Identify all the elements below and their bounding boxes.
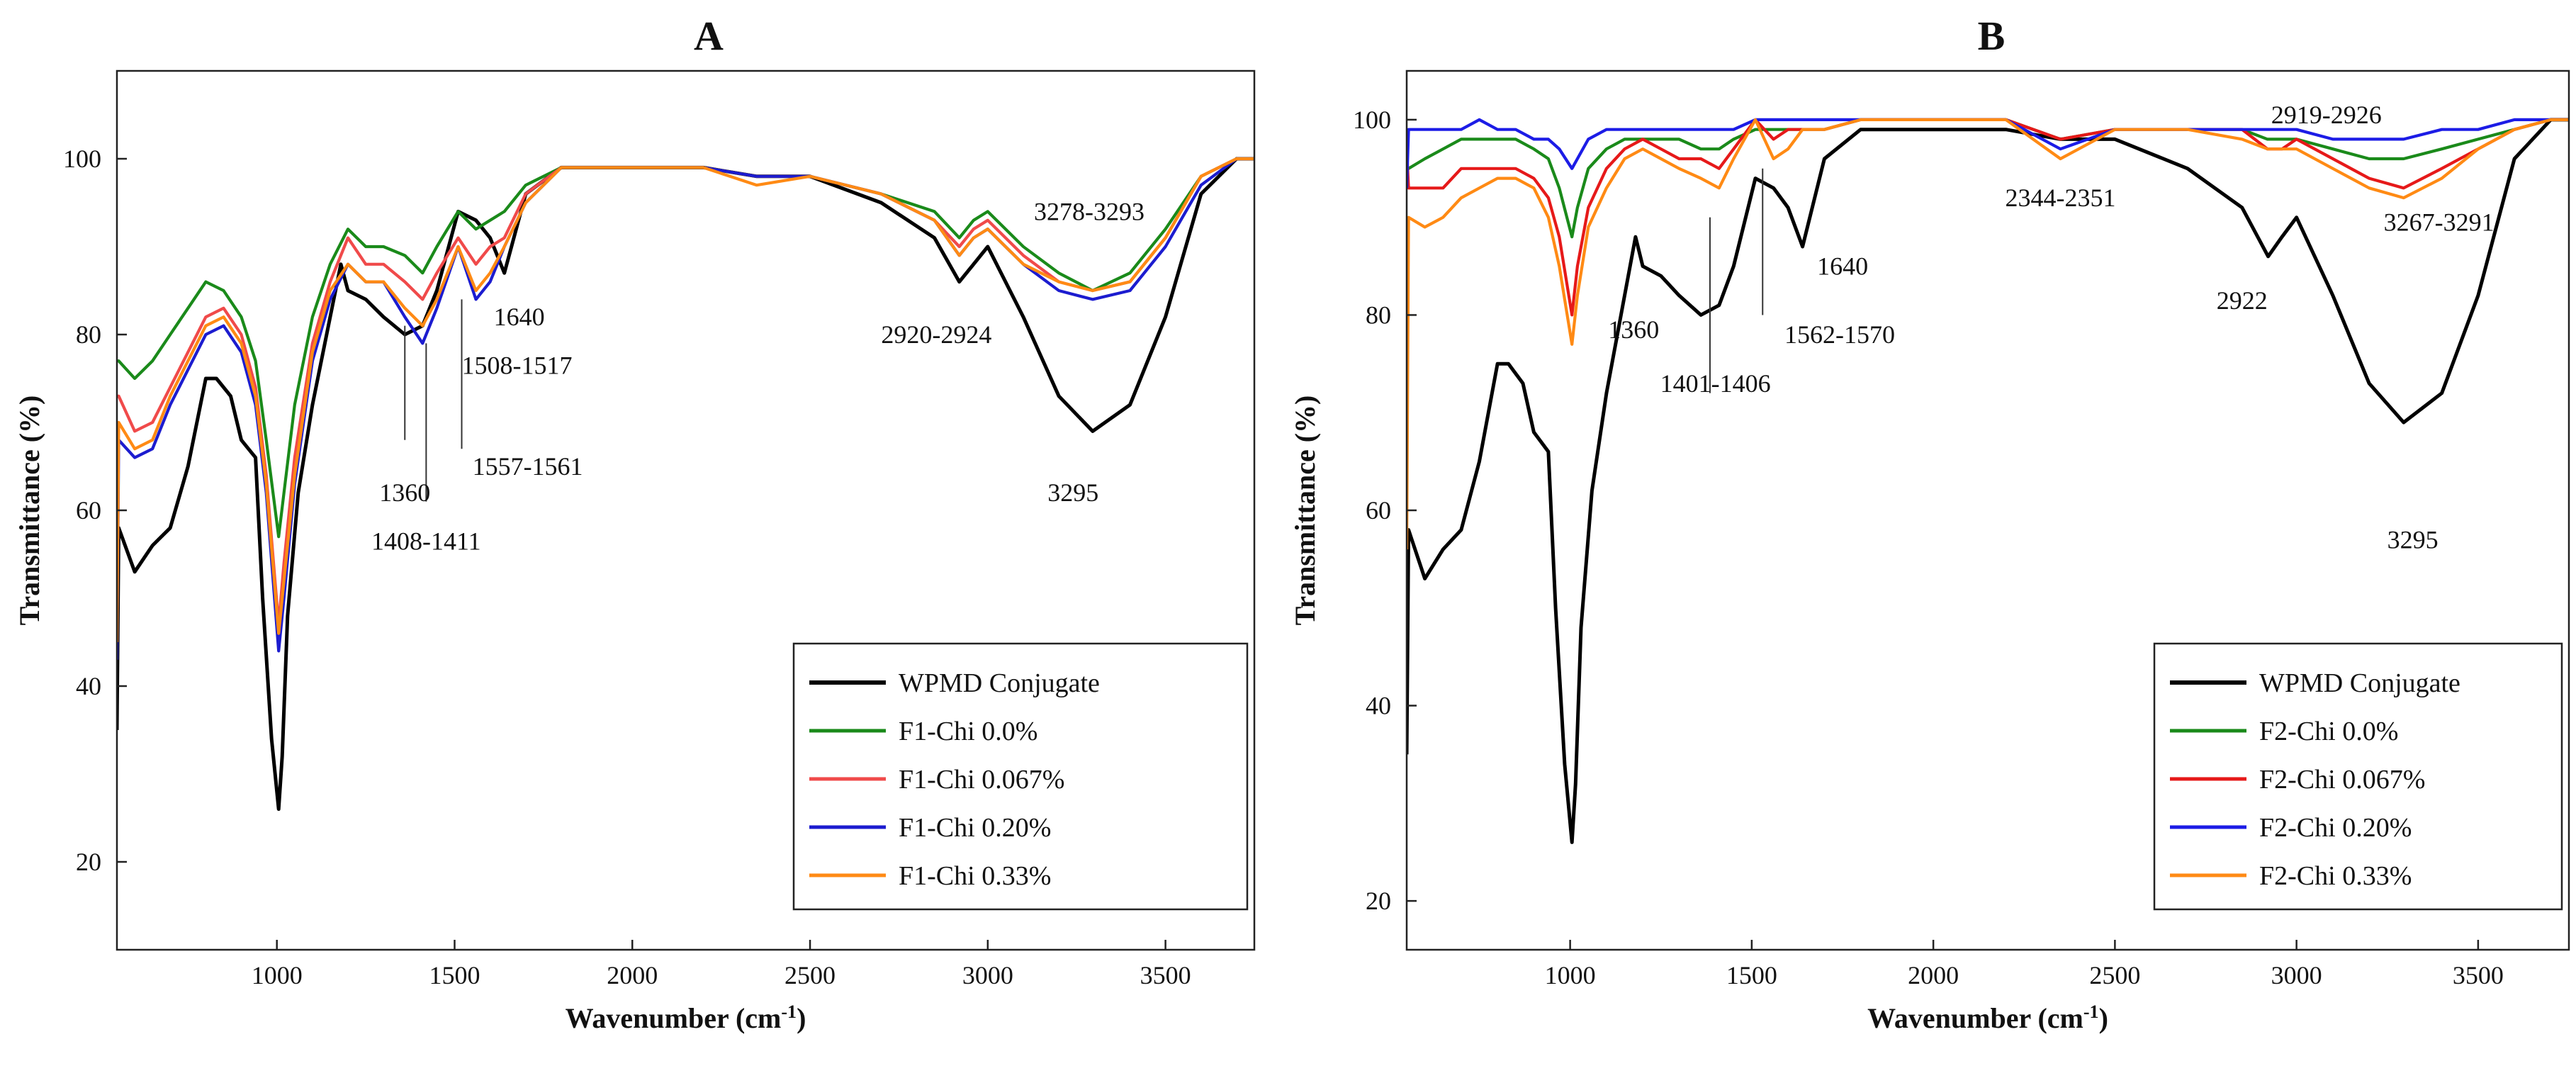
peak-annotation: 2920-2924 [881, 320, 991, 349]
series-line-2 [117, 157, 1254, 627]
peak-annotation: 1408-1411 [371, 527, 481, 555]
series-line-1 [117, 157, 1254, 539]
legend-entry: WPMD Conjugate [899, 668, 1100, 698]
peak-annotation: 3295 [2387, 525, 2439, 554]
peak-annotation: 1562-1570 [1784, 320, 1895, 349]
y-tick-label: 60 [76, 496, 101, 524]
chart-panel-b: B 1000 1500 2000 2500 3000 3500 20 40 60 80 100 Wave… [1289, 13, 2570, 1035]
x-tick-label: 1500 [429, 961, 480, 989]
x-axis-title: Wavenumber (cm-1) [566, 1001, 806, 1035]
legend-entry: F1-Chi 0.067% [899, 765, 1064, 795]
legend-entry: F2-Chi 0.0% [2259, 717, 2398, 746]
legend-box [2153, 642, 2563, 911]
legend-entry: F1-Chi 0.33% [899, 861, 1051, 891]
y-axis-title: Transmittance (%) [1289, 395, 1321, 626]
y-tick-label: 20 [76, 848, 101, 876]
peak-annotation: 1640 [494, 303, 545, 331]
peak-annotation: 3267-3291 [2384, 208, 2495, 237]
peak-annotation: 1360 [1608, 315, 1659, 344]
panel-label: B [1978, 13, 2006, 59]
series-group [1407, 118, 2569, 844]
x-axis-title: Wavenumber (cm-1) [1867, 1001, 2108, 1035]
y-tick-label: 60 [1366, 496, 1391, 524]
series-line-0 [1407, 118, 2569, 844]
y-tick-label: 80 [76, 320, 101, 349]
y-tick-label: 100 [63, 145, 101, 173]
series-line-4 [1407, 118, 2569, 550]
x-tick-label: 1500 [1726, 961, 1777, 989]
y-tick-label: 80 [1366, 301, 1391, 329]
x-tick-label: 3500 [1140, 961, 1191, 989]
legend: WPMD Conjugate F1-Chi 0.0% F1-Chi 0.067% F1… [792, 642, 1249, 911]
legend-entry: F1-Chi 0.20% [899, 813, 1051, 843]
y-tick-label: 40 [76, 672, 101, 700]
legend-entry: F2-Chi 0.20% [2259, 813, 2412, 843]
legend: WPMD Conjugate F2-Chi 0.0% F2-Chi 0.067% F2… [2153, 642, 2563, 911]
peak-annotation: 1640 [1817, 252, 1868, 281]
peak-annotation: 1557-1561 [473, 452, 583, 481]
chart-panel-a: A 1000 1500 2000 2500 3000 3500 20 40 60 80 100 Wave… [13, 13, 1256, 1035]
x-tick-label: 3500 [2453, 961, 2504, 989]
x-tick-label: 1000 [1545, 961, 1596, 989]
legend-entry: F2-Chi 0.33% [2259, 861, 2412, 891]
x-tick-label: 2500 [2089, 961, 2140, 989]
legend-entry: WPMD Conjugate [2259, 668, 2460, 698]
peak-annotation: 3278-3293 [1034, 197, 1144, 225]
x-tick-label: 1000 [252, 961, 303, 989]
legend-entry: F1-Chi 0.0% [899, 717, 1037, 746]
y-tick-label: 100 [1353, 106, 1391, 134]
panel-label: A [694, 13, 724, 59]
legend-entry: F2-Chi 0.067% [2259, 765, 2425, 795]
peak-annotation: 2919-2926 [2271, 101, 2382, 129]
y-tick-label: 40 [1366, 692, 1391, 720]
peak-annotation: 2344-2351 [2006, 184, 2116, 212]
y-tick-label: 20 [1366, 887, 1391, 915]
x-tick-label: 3000 [962, 961, 1013, 989]
legend-box [792, 642, 1249, 911]
peak-annotation: 1508-1517 [462, 351, 573, 379]
series-line-3 [117, 157, 1254, 660]
x-tick-label: 2000 [607, 961, 658, 989]
series-line-4 [117, 157, 1254, 643]
y-axis-title: Transmittance (%) [13, 395, 45, 626]
series-line-1 [1407, 118, 2569, 239]
peak-annotation: 1360 [379, 478, 430, 507]
x-tick-label: 2500 [784, 961, 836, 989]
peak-annotation: 2922 [2217, 286, 2268, 315]
x-tick-label: 2000 [1908, 961, 1959, 989]
peak-annotation: 1401-1406 [1660, 369, 1771, 398]
series-group [117, 157, 1254, 812]
peak-annotation: 3295 [1047, 478, 1098, 507]
x-tick-label: 3000 [2271, 961, 2322, 989]
